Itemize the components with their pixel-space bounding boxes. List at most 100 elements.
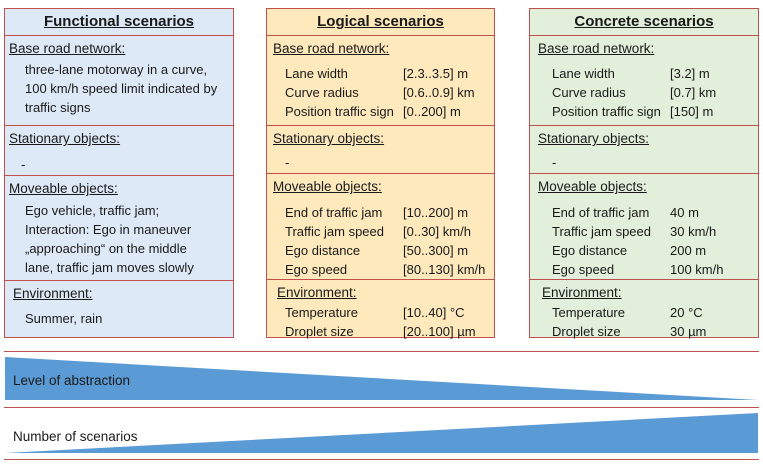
functional-road-title: Base road network: xyxy=(9,41,126,56)
param-value: [20..100] µm xyxy=(403,324,476,339)
param-name: Position traffic sign xyxy=(552,104,661,119)
concrete-road-params: Lane width [3.2] m Curve radius [0.7] km P… xyxy=(552,64,716,121)
param-row: Droplet size 30 µm xyxy=(552,322,706,341)
divider-line xyxy=(4,459,759,460)
functional-moveable-line: lane, traffic jam moves slowly xyxy=(25,260,194,275)
param-value: [80..130] km/h xyxy=(403,262,486,277)
logical-stationary-value: - xyxy=(285,155,290,170)
logical-road-section: Base road network: Lane width [2.3..3.5] … xyxy=(267,36,494,126)
param-value: 30 µm xyxy=(670,324,707,339)
functional-stationary-title: Stationary objects: xyxy=(9,131,121,146)
functional-environment-section: Environment: Summer, rain xyxy=(5,281,233,338)
functional-env-value: Summer, rain xyxy=(25,311,103,326)
param-row: Lane width [3.2] m xyxy=(552,64,716,83)
concrete-env-title: Environment: xyxy=(542,285,622,300)
param-row: Ego distance 200 m xyxy=(552,241,723,260)
param-name: Traffic jam speed xyxy=(285,224,384,239)
logical-scenarios-column: Logical scenarios Base road network: Lan… xyxy=(266,8,495,341)
functional-env-title: Environment: xyxy=(13,286,93,301)
functional-road-section: Base road network: three-lane motorway i… xyxy=(5,36,233,126)
logical-environment-section: Environment: Temperature [10..40] °C Drop… xyxy=(267,280,494,341)
param-name: Ego distance xyxy=(285,243,361,258)
param-name: Curve radius xyxy=(285,85,359,100)
functional-moveable-line: „approaching“ on the middle xyxy=(25,241,187,256)
logical-moveable-params: End of traffic jam [10..200] m Traffic ja… xyxy=(285,203,485,279)
param-name: Temperature xyxy=(285,305,358,320)
param-name: End of traffic jam xyxy=(285,205,383,220)
param-row: Traffic jam speed [0..30] km/h xyxy=(285,222,485,241)
param-name: Ego speed xyxy=(552,262,615,277)
scenarios-label: Number of scenarios xyxy=(13,429,138,444)
functional-moveable-section: Moveable objects: Ego vehicle, traffic j… xyxy=(5,176,233,281)
param-value: [0.6..0.9] km xyxy=(403,85,475,100)
param-name: End of traffic jam xyxy=(552,205,650,220)
param-value: 20 °C xyxy=(670,305,703,320)
concrete-environment-section: Environment: Temperature 20 °C Droplet si… xyxy=(530,280,758,341)
functional-road-line: three-lane motorway in a curve, xyxy=(25,62,208,77)
functional-stationary-value: - xyxy=(21,157,26,172)
param-name: Lane width xyxy=(552,66,615,81)
param-value: [0.7] km xyxy=(670,85,717,100)
functional-title: Functional scenarios xyxy=(5,9,233,36)
functional-moveable-line: Ego vehicle, traffic jam; xyxy=(25,203,160,218)
abstraction-triangle xyxy=(5,357,758,400)
param-value: [10..40] °C xyxy=(403,305,465,320)
param-row: Temperature [10..40] °C xyxy=(285,303,476,322)
logical-road-params: Lane width [2.3..3.5] m Curve radius [0.6.… xyxy=(285,64,475,121)
param-name: Ego distance xyxy=(552,243,628,258)
param-row: Lane width [2.3..3.5] m xyxy=(285,64,475,83)
param-name: Curve radius xyxy=(552,85,626,100)
concrete-stationary-value: - xyxy=(552,155,557,170)
logical-moveable-section: Moveable objects: End of traffic jam [10.… xyxy=(267,174,494,280)
param-value: 200 m xyxy=(670,243,707,258)
functional-road-text: three-lane motorway in a curve, 100 km/h… xyxy=(25,60,230,117)
abstraction-label: Level of abstraction xyxy=(13,373,131,388)
param-row: End of traffic jam [10..200] m xyxy=(285,203,485,222)
logical-env-params: Temperature [10..40] °C Droplet size [20..… xyxy=(285,303,476,341)
logical-env-title: Environment: xyxy=(277,285,357,300)
logical-moveable-title: Moveable objects: xyxy=(273,179,382,194)
functional-moveable-title: Moveable objects: xyxy=(9,181,118,196)
param-row: Temperature 20 °C xyxy=(552,303,706,322)
concrete-moveable-params: End of traffic jam 40 m Traffic jam speed… xyxy=(552,203,723,279)
logical-stationary-section: Stationary objects: - xyxy=(267,126,494,174)
param-row: Ego speed 100 km/h xyxy=(552,260,723,279)
param-value: [0..30] km/h xyxy=(403,224,471,239)
param-name: Ego speed xyxy=(285,262,348,277)
param-row: End of traffic jam 40 m xyxy=(552,203,723,222)
concrete-stationary-section: Stationary objects: - xyxy=(530,126,758,174)
logical-road-title: Base road network: xyxy=(273,41,390,56)
param-row: Curve radius [0.7] km xyxy=(552,83,716,102)
param-name: Temperature xyxy=(552,305,625,320)
param-value: [3.2] m xyxy=(670,66,710,81)
concrete-road-title: Base road network: xyxy=(538,41,655,56)
param-name: Droplet size xyxy=(552,324,621,339)
concrete-scenarios-column: Concrete scenarios Base road network: La… xyxy=(529,8,759,341)
param-row: Position traffic sign [0..200] m xyxy=(285,102,475,121)
concrete-road-section: Base road network: Lane width [3.2] m Cur… xyxy=(530,36,758,126)
functional-road-line: 100 km/h speed limit indicated by xyxy=(25,81,218,96)
param-name: Position traffic sign xyxy=(285,104,394,119)
logical-title: Logical scenarios xyxy=(267,9,494,36)
param-value: [150] m xyxy=(670,104,714,119)
functional-moveable-text: Ego vehicle, traffic jam; Interaction: E… xyxy=(25,201,230,277)
param-row: Position traffic sign [150] m xyxy=(552,102,716,121)
functional-moveable-line: Interaction: Ego in maneuver xyxy=(25,222,192,237)
concrete-moveable-section: Moveable objects: End of traffic jam 40 m… xyxy=(530,174,758,280)
param-row: Droplet size [20..100] µm xyxy=(285,322,476,341)
param-value: [0..200] m xyxy=(403,104,461,119)
param-name: Droplet size xyxy=(285,324,354,339)
param-value: [50..300] m xyxy=(403,243,469,258)
param-value: [10..200] m xyxy=(403,205,469,220)
concrete-title: Concrete scenarios xyxy=(530,9,758,36)
concrete-moveable-title: Moveable objects: xyxy=(538,179,647,194)
divider-line xyxy=(4,351,759,352)
functional-road-line: traffic signs xyxy=(25,100,91,115)
param-name: Traffic jam speed xyxy=(552,224,651,239)
concrete-stationary-title: Stationary objects: xyxy=(538,131,650,146)
param-value: 30 km/h xyxy=(670,224,717,239)
param-row: Traffic jam speed 30 km/h xyxy=(552,222,723,241)
concrete-env-params: Temperature 20 °C Droplet size 30 µm xyxy=(552,303,706,341)
param-value: [2.3..3.5] m xyxy=(403,66,469,81)
